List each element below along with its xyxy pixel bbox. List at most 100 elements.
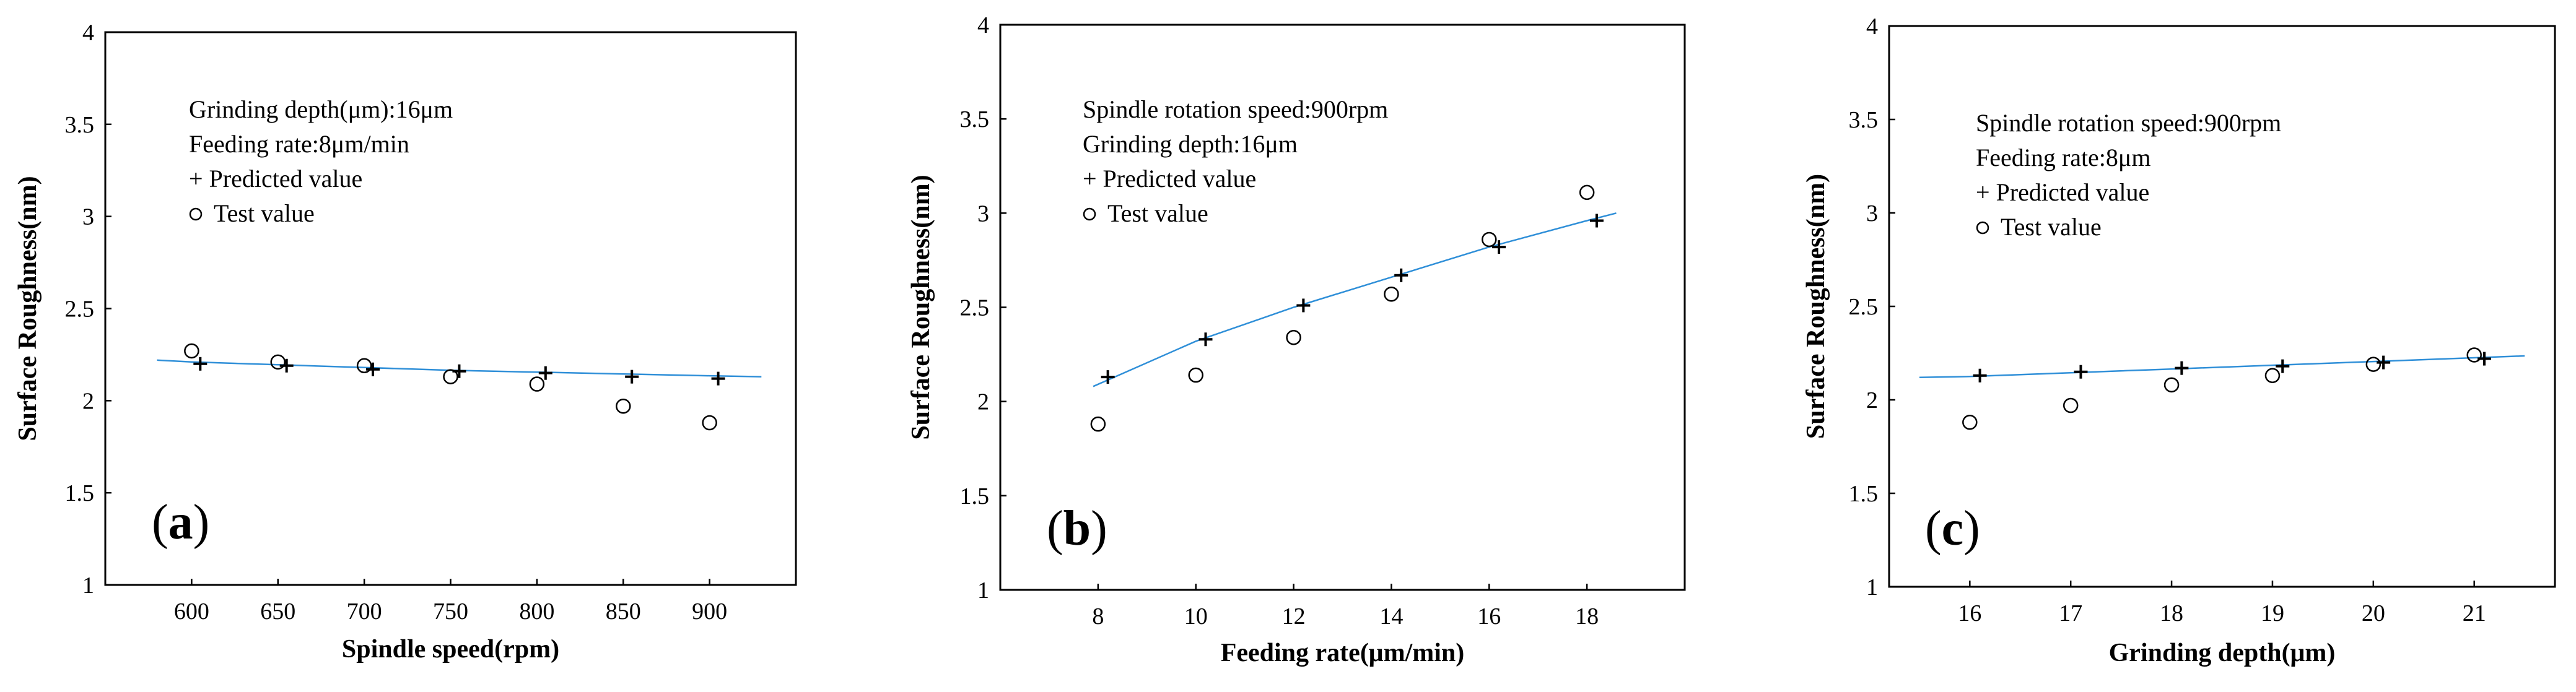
x-tick-label: 900 bbox=[692, 599, 727, 625]
test-point bbox=[2163, 377, 2180, 393]
predicted-point bbox=[1492, 240, 1506, 254]
x-tick-label: 19 bbox=[2261, 600, 2284, 626]
legend-test: Test value bbox=[1107, 199, 1208, 227]
y-tick-label: 2 bbox=[82, 388, 94, 414]
test-point bbox=[2264, 368, 2281, 383]
legend-test-marker bbox=[1083, 207, 1096, 221]
annotation-text: Feeding rate:8μm bbox=[1976, 144, 2150, 171]
x-tick-label: 12 bbox=[1282, 603, 1306, 629]
test-point bbox=[1188, 367, 1203, 383]
y-tick-label: 3.5 bbox=[1849, 107, 1879, 133]
test-point bbox=[270, 354, 286, 370]
y-tick-label: 1 bbox=[977, 577, 989, 603]
annotation-text: Grinding depth(μm):16μm bbox=[189, 95, 453, 123]
x-tick-label: 21 bbox=[2463, 600, 2486, 626]
fit-line bbox=[1919, 355, 2525, 379]
y-tick-label: 2.5 bbox=[960, 295, 990, 321]
legend-predicted: + Predicted value bbox=[189, 165, 362, 192]
y-tick-label: 3.5 bbox=[960, 106, 990, 132]
x-tick-label: 850 bbox=[606, 599, 641, 625]
y-tick-label: 3 bbox=[977, 201, 989, 227]
y-tick-label: 3 bbox=[1866, 201, 1878, 227]
x-tick-label: 750 bbox=[433, 599, 468, 625]
fit-line bbox=[1093, 212, 1617, 387]
predicted-point bbox=[1198, 332, 1213, 347]
test-point bbox=[702, 415, 717, 431]
test-point bbox=[1962, 414, 1978, 430]
x-tick-label: 18 bbox=[1575, 603, 1599, 629]
y-tick-label: 3 bbox=[82, 204, 94, 230]
x-tick-label: 18 bbox=[2160, 600, 2183, 626]
y-tick-label: 1.5 bbox=[1849, 481, 1879, 507]
test-point bbox=[356, 358, 372, 374]
y-tick-label: 1 bbox=[1866, 574, 1878, 600]
test-point bbox=[529, 376, 545, 392]
predicted-point bbox=[1394, 268, 1408, 282]
x-tick-label: 20 bbox=[2362, 600, 2385, 626]
predicted-point bbox=[193, 357, 207, 371]
panel-label: (b) bbox=[1047, 501, 1107, 556]
annotation-text: Spindle rotation speed:900rpm bbox=[1976, 109, 2281, 137]
y-tick-label: 1.5 bbox=[65, 480, 95, 506]
predicted-point bbox=[538, 366, 552, 380]
x-axis-label: Feeding rate(μm/min) bbox=[1221, 639, 1465, 667]
predicted-point bbox=[2377, 355, 2391, 370]
y-axis-label: Surface Roughness(nm) bbox=[1802, 174, 1830, 439]
predicted-point bbox=[1101, 370, 1115, 384]
predicted-point bbox=[1973, 368, 1987, 383]
chart-panel-a: 1 1.5 2 2.5 3 3.5 4 600 650 700 750 800 850 900 Spindl… bbox=[14, 20, 797, 664]
chart-panel-c: 1 1.5 2 2.5 3 3.5 4 16 17 18 19 20 21 Grinding depth(… bbox=[1802, 14, 2556, 667]
legend-predicted: + Predicted value bbox=[1976, 178, 2149, 206]
y-axis-label: Surface Roughness(nm) bbox=[907, 175, 935, 439]
x-axis-label: Spindle speed(rpm) bbox=[342, 635, 559, 664]
legend-test-marker bbox=[189, 207, 203, 221]
predicted-point bbox=[1296, 298, 1311, 313]
x-tick-label: 650 bbox=[260, 599, 295, 625]
predicted-point bbox=[2175, 361, 2189, 375]
legend-predicted: + Predicted value bbox=[1083, 165, 1256, 192]
legend-test-marker bbox=[1976, 221, 1989, 235]
x-tick-label: 16 bbox=[1958, 600, 1981, 626]
predicted-point bbox=[711, 371, 725, 386]
test-point bbox=[2466, 347, 2482, 363]
panel-label: (a) bbox=[152, 495, 209, 550]
predicted-point bbox=[625, 370, 639, 384]
y-tick-label: 2.5 bbox=[1849, 294, 1879, 320]
predicted-point bbox=[1589, 214, 1604, 228]
test-point bbox=[616, 399, 631, 414]
test-point bbox=[1579, 184, 1595, 201]
y-axis-label: Surface Roughness(nm) bbox=[14, 176, 42, 441]
y-tick-label: 4 bbox=[977, 12, 989, 38]
predicted-point bbox=[366, 362, 380, 376]
test-point bbox=[1384, 286, 1399, 302]
predicted-point bbox=[279, 358, 294, 373]
annotation-text: Feeding rate:8μm/min bbox=[189, 130, 409, 158]
annotation-text: Grinding depth:16μm bbox=[1083, 130, 1298, 158]
predicted-point bbox=[2276, 359, 2290, 373]
panel-label: (c) bbox=[1925, 501, 1980, 556]
y-tick-label: 2 bbox=[1866, 387, 1878, 413]
y-tick-label: 2.5 bbox=[65, 296, 95, 322]
x-tick-label: 800 bbox=[519, 599, 554, 625]
y-tick-label: 4 bbox=[82, 20, 94, 46]
x-tick-label: 17 bbox=[2059, 600, 2082, 626]
test-point bbox=[1482, 231, 1497, 248]
x-tick-label: 16 bbox=[1477, 603, 1501, 629]
test-point bbox=[184, 343, 199, 359]
y-tick-label: 1.5 bbox=[960, 483, 990, 509]
x-tick-label: 600 bbox=[174, 599, 209, 625]
y-tick-label: 1 bbox=[82, 573, 94, 599]
test-point bbox=[2365, 357, 2382, 372]
x-tick-label: 8 bbox=[1092, 603, 1104, 629]
test-point bbox=[2063, 397, 2079, 413]
legend-test: Test value bbox=[2001, 213, 2102, 241]
x-axis-label: Grinding depth(μm) bbox=[2109, 639, 2336, 667]
chart-panel-b: 1 1.5 2 2.5 3 3.5 4 8 10 12 14 16 18 Feeding rate(μm/… bbox=[907, 12, 1686, 667]
y-tick-label: 3.5 bbox=[65, 112, 95, 138]
test-point bbox=[1090, 416, 1106, 432]
y-tick-label: 2 bbox=[977, 389, 989, 415]
predicted-point bbox=[2074, 365, 2088, 379]
y-tick-label: 4 bbox=[1866, 14, 1878, 40]
x-tick-label: 14 bbox=[1379, 603, 1403, 629]
